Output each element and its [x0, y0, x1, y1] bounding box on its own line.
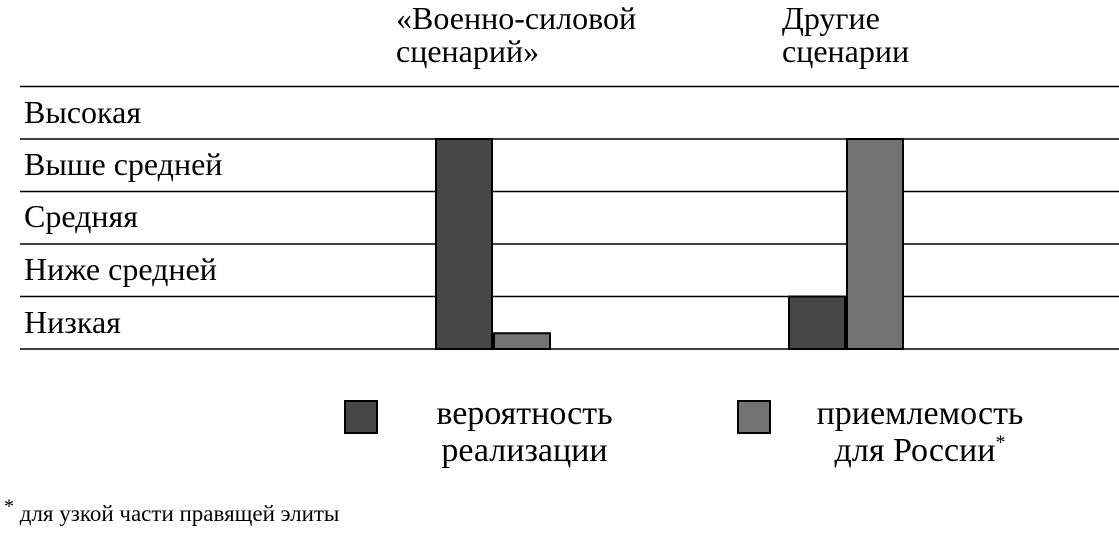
legend-swatch-acceptability [737, 400, 771, 434]
level-label-below-average: Ниже средней [24, 251, 217, 287]
level-label-low: Низкая [24, 304, 121, 340]
legend-label-acceptability-text: приемлемость для России [816, 395, 1024, 469]
bar-series-2-category-2 [846, 138, 904, 350]
level-label-above-average: Выше средней [24, 146, 223, 182]
footnote: * для узкой части правящей элиты [4, 496, 340, 528]
footnote-marker: * [4, 495, 14, 518]
category-title-other: Другие сценарии [782, 0, 910, 69]
legend-footnote-marker: * [995, 431, 1006, 454]
category-title-military: «Военно-силовой сценарий» [396, 0, 637, 69]
legend-swatch-probability [344, 400, 378, 434]
bar-series-2-category-1 [493, 332, 551, 350]
bar-series-1-category-2 [788, 295, 846, 350]
footnote-text: для узкой части правящей элиты [19, 501, 340, 526]
bar-series-1-category-1 [435, 138, 493, 350]
level-label-average: Средняя [24, 198, 138, 234]
legend-label-acceptability: приемлемость для России* [800, 395, 1040, 469]
level-label-high: Высокая [24, 94, 142, 130]
legend-label-probability: вероятность реализации [436, 395, 613, 469]
